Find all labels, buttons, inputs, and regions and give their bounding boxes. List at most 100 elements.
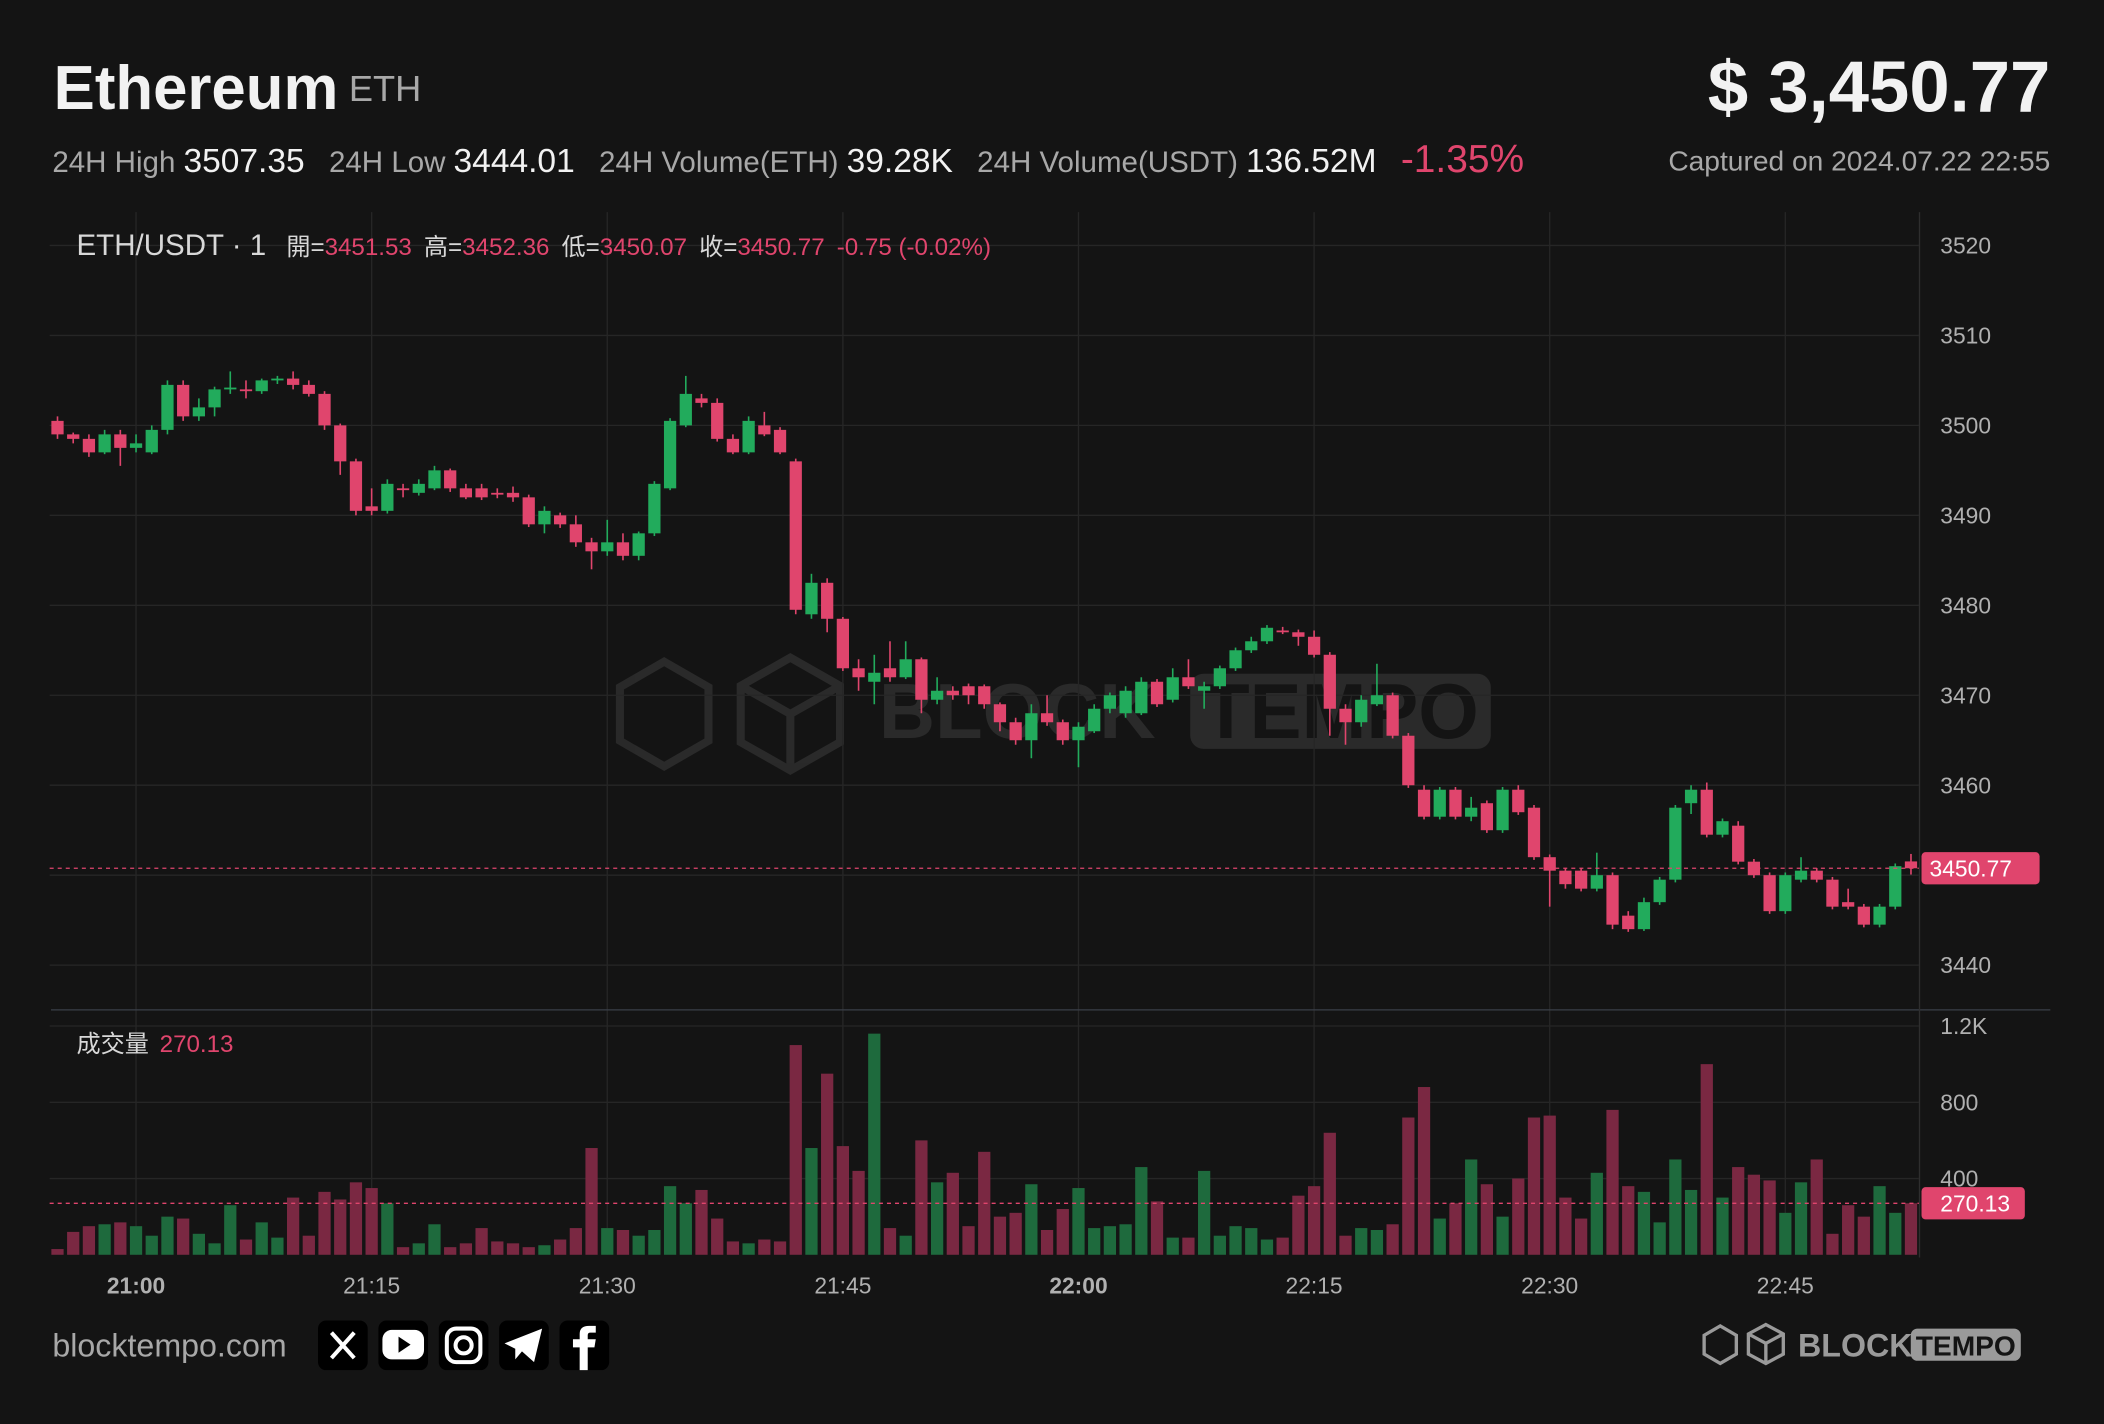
volume-bar [679,1203,692,1255]
volume-bar [915,1140,928,1255]
volume-bar [396,1247,410,1255]
candle-body [1732,825,1745,862]
volume-bar [946,1172,959,1255]
candle-body [145,429,158,453]
price: $ 3,450.77 [1708,47,2050,128]
volume-bar [1574,1218,1588,1255]
volume-bar [742,1243,755,1255]
y2-tick-label: 1.2K [1940,1013,1987,1039]
volume-bar [1370,1229,1384,1255]
candle-body [1637,902,1651,930]
volume-bar [695,1189,708,1255]
ohlc-value: 3452.36 [462,234,549,261]
candle-body [318,393,331,426]
stat-value: 3444.01 [454,143,575,180]
candle-body [1873,906,1886,925]
candle-body [1417,789,1431,817]
volume-bar [1889,1212,1902,1255]
pair: ETH/USDT · 1 [76,229,266,262]
candle-body [1826,879,1839,907]
icon-instagram [438,1320,489,1371]
x-tick-label: 22:30 [1521,1273,1578,1299]
last-volume-tag [1921,1187,2025,1220]
volume-bar [1606,1109,1619,1255]
volume-bar [711,1218,724,1255]
candle-body [1009,722,1022,741]
candle-body [1842,902,1855,907]
candle-body [868,672,881,682]
volume-bar [821,1073,834,1255]
candle-body [349,461,363,511]
volume-bar [271,1237,284,1255]
candle-body [1622,915,1635,930]
volume-bar [993,1216,1007,1255]
volume-bar [428,1224,441,1255]
candle-body [1763,875,1776,912]
candle-body [978,686,991,705]
x-tick-label: 21:00 [107,1273,165,1299]
volume-bar [98,1224,111,1255]
y-tick-label: 3480 [1940,592,1991,618]
ohlc-label: 低= [562,234,600,261]
y-tick-label: 3470 [1940,682,1991,708]
volume-bar [1590,1172,1603,1255]
volume-bar [789,1045,802,1255]
candle-body [915,659,928,700]
icon-x [318,1320,368,1371]
candle-body [821,582,834,619]
volume-bar [1229,1226,1242,1255]
grid [49,212,1919,1255]
volume-bar [506,1243,520,1255]
volume-bar [1700,1064,1713,1255]
candle-body [1857,906,1870,925]
candle-body [1339,708,1352,723]
candle-body [789,461,802,610]
y-tick-label: 3460 [1940,772,1991,798]
candle-body [1370,695,1384,705]
candle-body [522,497,535,525]
candle-body [1794,870,1808,880]
candle-body [962,686,975,696]
candle-body [255,380,268,392]
candle-body [1323,654,1336,709]
volume-bar [1433,1218,1446,1255]
candle-body [1653,879,1666,903]
candle-body [1292,632,1305,637]
volume-bar [1355,1228,1368,1255]
candle-body [239,389,253,392]
footer-logo: BLOCK TEMPO [1702,1322,2021,1366]
candle-body [554,515,567,525]
candle-body [1684,789,1698,804]
volume-bar [1072,1188,1085,1255]
volume-bar [1826,1233,1839,1255]
volume-bar [1747,1174,1761,1255]
volume-bar [883,1228,897,1255]
candle-body [1386,695,1399,736]
volume-bar [1904,1203,1918,1255]
volume-bar [1292,1195,1305,1255]
volume-bar [1543,1115,1556,1255]
volume-bar [349,1182,363,1255]
candle-body [601,542,614,552]
candle-body [1040,713,1054,723]
site: blocktempo.com [52,1328,286,1364]
volume-bar [773,1241,787,1255]
x-tick-label: 21:15 [343,1273,400,1299]
candle-body [883,668,897,678]
ohlc-label: 收= [699,234,737,261]
candle-body [1307,636,1321,655]
icon-facebook [559,1320,610,1371]
icon-youtube [378,1320,429,1371]
x-tick-label: 21:45 [814,1273,871,1299]
candle-body [1779,875,1792,912]
volume-bar [1732,1167,1745,1255]
candle-body [161,384,174,430]
volume-bar [1684,1189,1698,1255]
candle-body [1889,866,1902,907]
candle-body [726,438,740,453]
volume-bar [1056,1209,1069,1255]
candle-body [1433,789,1446,817]
volume-bar [632,1235,645,1255]
candle-body [114,434,127,448]
